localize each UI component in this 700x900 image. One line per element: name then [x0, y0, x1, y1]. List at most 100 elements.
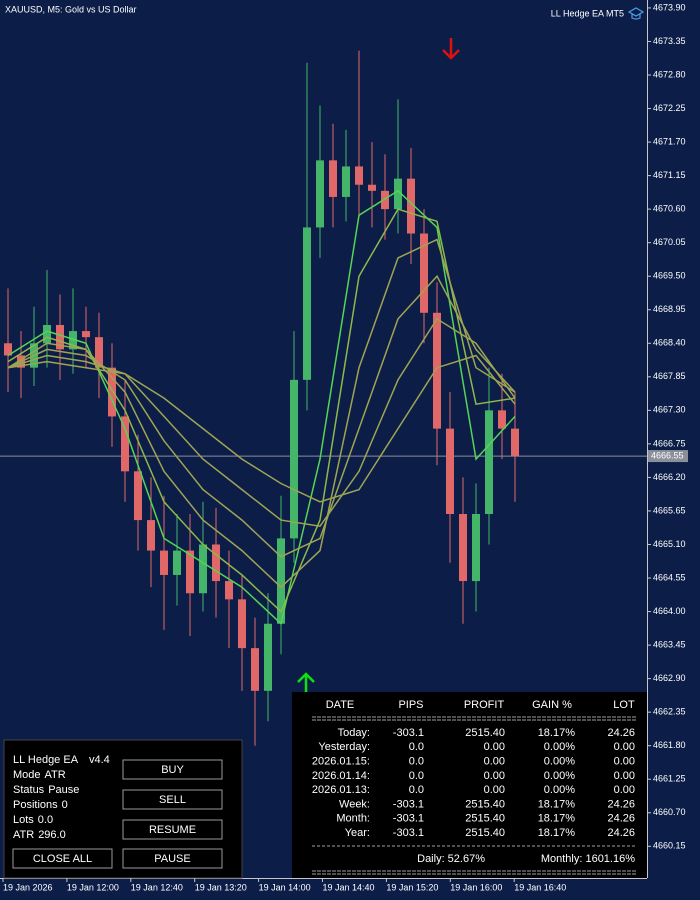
ea-label: LL Hedge EA MT5: [551, 8, 624, 18]
candle-body: [4, 343, 12, 356]
stats-cell: 18.17%: [538, 727, 576, 739]
ma-ribbon: [7, 354, 516, 503]
stats-header: LOT: [613, 699, 635, 711]
ea-icon: [627, 7, 645, 20]
price-tick-label: 4668.95: [653, 304, 686, 314]
stats-cell: 2026.01.13:: [312, 784, 370, 796]
time-label: 19 Jan 14:40: [323, 882, 375, 892]
price-tick-label: 4671.70: [653, 136, 686, 146]
buy-arrow: [297, 672, 315, 692]
stats-cell: 0.00%: [544, 741, 575, 753]
stats-cell: 0.00: [484, 756, 505, 768]
price-tick-label: 4662.90: [653, 673, 686, 683]
stats-cell: -303.1: [393, 813, 424, 825]
candle-body: [186, 550, 194, 594]
candle-body: [56, 324, 64, 350]
panel-label: Mode: [13, 769, 41, 781]
button[interactable]: [122, 848, 223, 869]
candle-body: [290, 379, 298, 539]
stats-cell: Yesterday:: [318, 741, 370, 753]
daily-gain: Daily: 52.67%: [417, 853, 485, 865]
time-label: 19 Jan 13:20: [195, 882, 247, 892]
button-label[interactable]: RESUME: [149, 824, 196, 836]
price-tick-label: 4665.65: [653, 505, 686, 515]
candle-body: [108, 367, 116, 417]
price-tick-label: 4668.40: [653, 338, 686, 348]
price-tick-label: 4661.80: [653, 740, 686, 750]
candle-body: [316, 160, 324, 228]
stats-cell: 2515.40: [465, 727, 505, 739]
current-price-box: [648, 450, 688, 463]
stats-cell: 0.00%: [544, 756, 575, 768]
candle-body: [303, 227, 311, 380]
panel-value: Pause: [48, 784, 79, 796]
panel-title: LL Hedge EA: [13, 754, 79, 766]
candle-body: [43, 324, 51, 344]
candle-body: [199, 544, 207, 594]
stats-cell: 18.17%: [538, 813, 576, 825]
candle-body: [82, 331, 90, 338]
panel-value: ATR: [45, 769, 66, 781]
stats-cell: -303.1: [393, 798, 424, 810]
stats-cell: 0.0: [409, 756, 424, 768]
candle-body: [134, 471, 142, 521]
price-tick-label: 4670.05: [653, 237, 686, 247]
candle-body: [238, 599, 246, 649]
button-label[interactable]: SELL: [159, 794, 186, 806]
stats-cell: Today:: [338, 727, 370, 739]
stats-cell: 18.17%: [538, 798, 576, 810]
price-tick-label: 4662.35: [653, 707, 686, 717]
price-tick-label: 4660.70: [653, 807, 686, 817]
time-label: 19 Jan 16:40: [514, 882, 566, 892]
button[interactable]: [122, 819, 223, 840]
button-label[interactable]: BUY: [161, 764, 184, 776]
stats-cell: 24.26: [607, 813, 635, 825]
stats-cell: 2515.40: [465, 798, 505, 810]
panel-label: ATR: [13, 829, 34, 841]
candle-body: [381, 190, 389, 210]
price-tick-label: 4672.25: [653, 103, 686, 113]
stats-cell: 0.00: [484, 770, 505, 782]
time-label: 19 Jan 12:00: [67, 882, 119, 892]
button[interactable]: [122, 759, 223, 780]
button-label[interactable]: PAUSE: [154, 853, 190, 865]
current-price-label: 4666.55: [651, 450, 684, 460]
panel-value: 296.0: [38, 829, 66, 841]
candle-body: [160, 550, 168, 575]
price-tick-label: 4673.35: [653, 36, 686, 46]
time-label: 19 Jan 2026: [3, 882, 53, 892]
price-tick-label: 4672.80: [653, 69, 686, 79]
stats-cell: -303.1: [393, 727, 424, 739]
price-tick-label: 4667.85: [653, 371, 686, 381]
price-tick-label: 4663.45: [653, 639, 686, 649]
button[interactable]: [122, 789, 223, 810]
stats-cell: 2515.40: [465, 827, 505, 839]
stats-bg: [292, 692, 647, 878]
price-tick-label: 4667.30: [653, 405, 686, 415]
candle-body: [459, 513, 467, 582]
stats-cell: 0.00: [484, 741, 505, 753]
stats-cell: 2515.40: [465, 813, 505, 825]
candle-body: [95, 337, 103, 368]
stats-header: DATE: [326, 699, 355, 711]
stats-cell: 18.17%: [538, 827, 576, 839]
candle-body: [485, 410, 493, 514]
time-label: 19 Jan 16:00: [450, 882, 502, 892]
panel-value: 0: [62, 799, 68, 811]
time-label: 19 Jan 14:00: [259, 882, 311, 892]
stats-header: GAIN %: [532, 699, 572, 711]
stats-cell: 0.00: [484, 784, 505, 796]
button-label[interactable]: CLOSE ALL: [33, 853, 92, 865]
stats-cell: 0.00%: [544, 784, 575, 796]
price-tick-label: 4660.15: [653, 841, 686, 851]
candle-body: [225, 581, 233, 600]
candle-body: [472, 513, 480, 582]
candle-body: [446, 428, 454, 514]
candle-body: [212, 544, 220, 582]
button[interactable]: [12, 848, 113, 869]
stats-cell: 0.0: [409, 784, 424, 796]
candle-body: [342, 166, 350, 197]
